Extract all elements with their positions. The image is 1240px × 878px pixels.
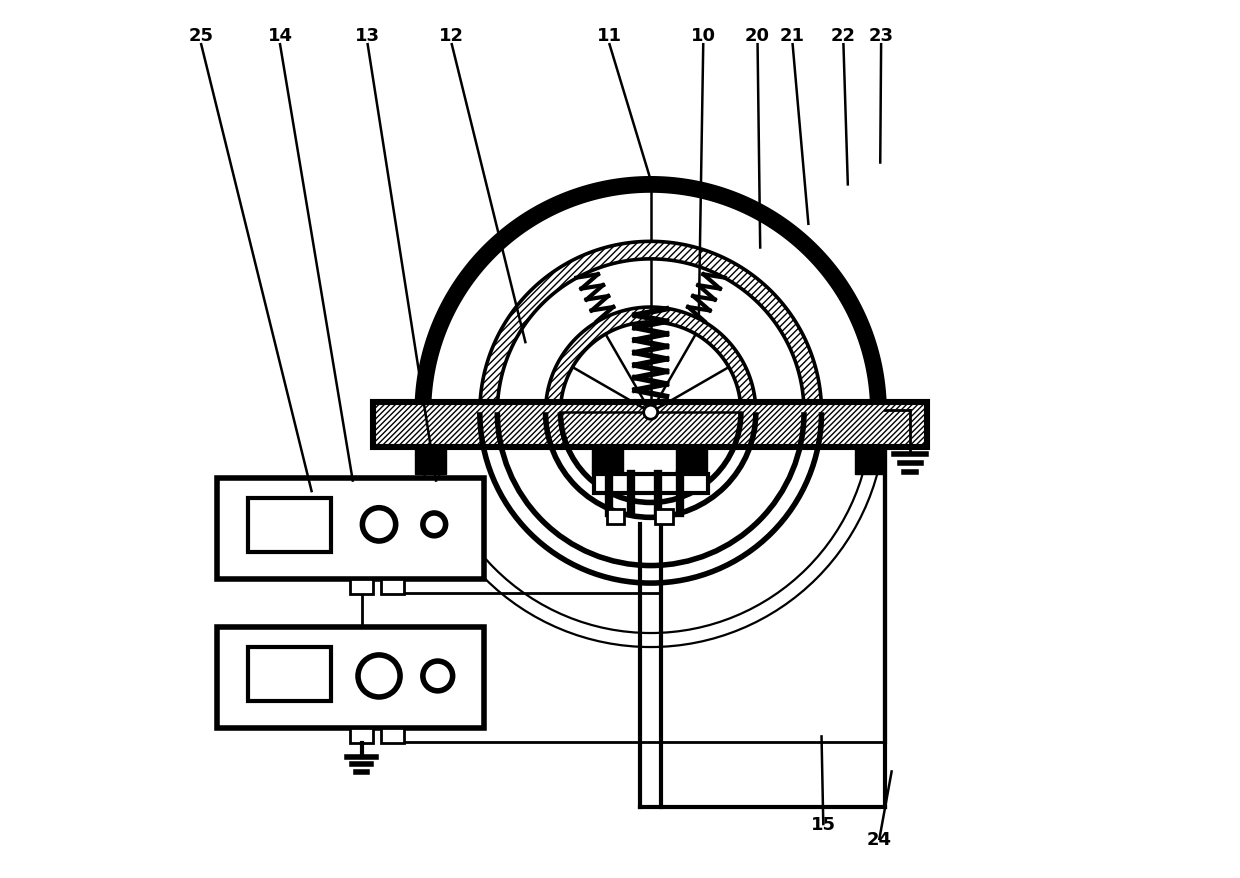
Bar <box>415 448 445 474</box>
Bar <box>217 479 484 579</box>
Text: 20: 20 <box>745 27 770 46</box>
Bar <box>655 509 672 525</box>
Text: 12: 12 <box>439 27 464 46</box>
Bar <box>381 579 403 594</box>
Bar <box>217 627 484 728</box>
Bar <box>248 499 331 553</box>
Text: 13: 13 <box>355 27 381 46</box>
Text: 22: 22 <box>831 27 856 46</box>
Text: 11: 11 <box>596 27 622 46</box>
Circle shape <box>423 514 445 536</box>
Bar <box>373 402 926 448</box>
Text: 10: 10 <box>691 27 715 46</box>
Bar <box>676 448 707 474</box>
Bar <box>248 647 331 702</box>
Polygon shape <box>546 307 756 413</box>
Bar <box>350 579 373 594</box>
Text: 23: 23 <box>868 27 894 46</box>
Text: 25: 25 <box>188 27 213 46</box>
Polygon shape <box>415 178 885 413</box>
Bar <box>594 474 708 493</box>
Bar <box>350 728 373 744</box>
Bar <box>854 448 885 474</box>
Text: 15: 15 <box>811 815 836 833</box>
Bar <box>381 728 403 744</box>
Text: 24: 24 <box>867 830 892 848</box>
Circle shape <box>358 655 401 697</box>
Circle shape <box>362 508 396 542</box>
Polygon shape <box>480 242 822 413</box>
Text: 21: 21 <box>780 27 805 46</box>
Circle shape <box>644 406 657 420</box>
Bar <box>591 448 622 474</box>
Circle shape <box>423 661 453 691</box>
Polygon shape <box>560 322 742 413</box>
Text: 14: 14 <box>268 27 293 46</box>
Bar <box>606 509 625 525</box>
